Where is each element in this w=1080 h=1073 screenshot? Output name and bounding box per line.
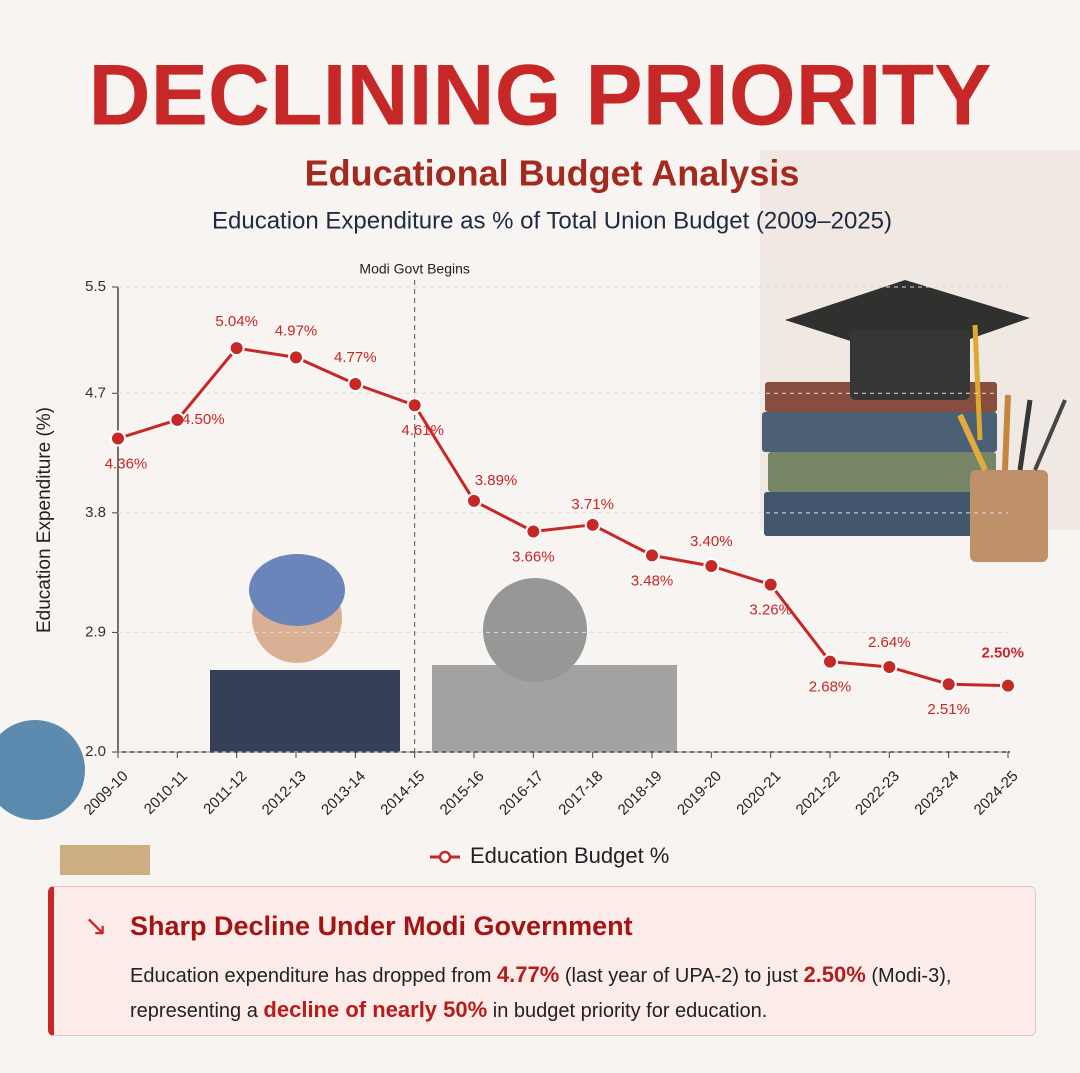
legend-marker: [438, 850, 452, 864]
text: in budget priority for education.: [487, 1000, 768, 1022]
chart-description: Education Expenditure as % of Total Unio…: [212, 207, 892, 234]
point: [822, 653, 838, 670]
y-axis-label: Education Expenditure (%): [34, 407, 55, 633]
point: [762, 576, 779, 593]
point: [169, 411, 186, 428]
highlight: decline of nearly 50%: [263, 997, 488, 1022]
text: (last year of UPA-2) to just: [559, 965, 804, 987]
value-label: 4.77%: [334, 349, 377, 366]
value-label: 4.50%: [182, 411, 225, 428]
point: [466, 492, 482, 509]
value-label: 2.50%: [981, 645, 1024, 662]
chart: DECLINING PRIORITY Educational Budget An…: [0, 47, 1080, 875]
value-label: 4.61%: [401, 422, 444, 439]
point: [644, 547, 660, 564]
y-tick-label: 2.9: [85, 623, 106, 640]
y-tick-label: 5.5: [85, 278, 106, 295]
point: [525, 523, 542, 540]
point: [228, 340, 245, 357]
text: (Modi-3),: [865, 965, 952, 987]
point: [288, 349, 304, 366]
y-tick-label: 3.8: [85, 504, 106, 521]
value-label: 3.26%: [749, 602, 792, 619]
text: Education expenditure has dropped from: [130, 965, 497, 987]
trend-icon: ↘: [84, 910, 108, 941]
decor: [0, 150, 1080, 875]
text: representing a: [130, 1000, 264, 1022]
line: [117, 346, 1009, 688]
value-label: 3.89%: [475, 472, 518, 489]
point: [406, 397, 423, 414]
legend-label: Education Budget %: [470, 843, 669, 868]
point: [347, 375, 364, 392]
value-label: 3.48%: [631, 572, 674, 589]
point: [110, 430, 126, 447]
value-label: 3.71%: [571, 496, 614, 513]
value-label: 3.66%: [512, 548, 555, 565]
annotation: Modi Govt Begins: [359, 261, 470, 277]
callout: ↘ Sharp Decline Under Modi Government Ed…: [48, 886, 1036, 1036]
value-label: 2.64%: [868, 634, 911, 651]
point: [940, 676, 957, 693]
point: [584, 516, 601, 533]
y-tick-label: 4.7: [85, 384, 106, 401]
value-label: 2.68%: [809, 679, 852, 696]
highlight: 4.77%: [496, 962, 560, 987]
point: [1000, 677, 1016, 694]
point: [703, 558, 720, 574]
highlight: 2.50%: [803, 962, 866, 987]
callout-body: Education expenditure has dropped from 4…: [130, 958, 1007, 1028]
chart-title: DECLINING PRIORITY: [88, 48, 991, 144]
value-label: 5.04%: [215, 313, 258, 330]
value-label: 2.51%: [927, 701, 970, 718]
callout-title: Sharp Decline Under Modi Government: [130, 911, 633, 941]
value-label: 4.36%: [105, 455, 148, 472]
value-label: 3.40%: [690, 533, 733, 550]
value-label: 4.97%: [275, 322, 318, 339]
chart-subtitle: Educational Budget Analysis: [305, 153, 800, 194]
y-tick-label: 2.0: [85, 743, 106, 760]
point: [881, 658, 898, 675]
